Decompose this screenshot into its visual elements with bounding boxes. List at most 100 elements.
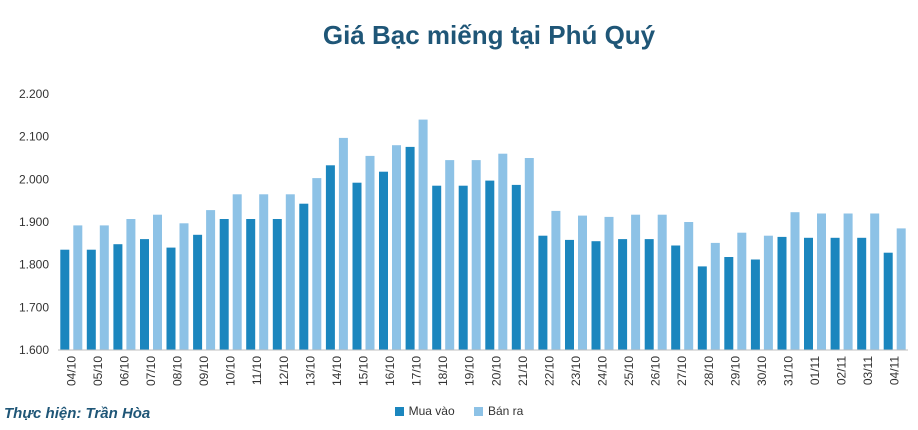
bar-ban-ra (206, 210, 216, 350)
x-tick-label: 18/10 (436, 356, 450, 386)
x-tick-label: 22/10 (542, 356, 556, 386)
x-tick-label: 31/10 (782, 356, 796, 386)
bar-mua-vao (458, 185, 468, 350)
x-tick-label: 04/10 (64, 356, 78, 386)
x-tick-label: 29/10 (728, 356, 742, 386)
x-tick-label: 20/10 (489, 356, 503, 386)
x-tick-label: 25/10 (622, 356, 636, 386)
legend-item-mua-vao: Mua vào (394, 404, 455, 418)
bar-mua-vao (511, 184, 521, 350)
bar-ban-ra (551, 210, 561, 350)
x-tick-label: 15/10 (357, 356, 371, 386)
bar-ban-ra (524, 158, 534, 350)
bar-mua-vao (246, 219, 256, 350)
y-axis-labels: 1.600 1.700 1.800 1.900 2.000 2.100 2.200 (19, 87, 49, 357)
bar-ban-ra (365, 155, 375, 350)
bar-mua-vao (591, 241, 601, 350)
bar-mua-vao (697, 266, 707, 350)
bar-mua-vao (60, 249, 70, 350)
legend-label-mua-vao: Mua vào (408, 404, 455, 418)
x-axis-labels: 04/10 05/10 06/10 07/10 08/10 09/10 10/10 11/10… (64, 356, 901, 386)
bar-ban-ra (471, 160, 481, 350)
x-tick-label: 12/10 (277, 356, 291, 386)
bar-ban-ra (817, 213, 826, 350)
credit-text: Thực hiện: Trần Hòa (4, 405, 151, 422)
y-tick-label: 2.100 (19, 130, 49, 144)
x-tick-label: 08/10 (171, 356, 185, 386)
legend-swatch-mua-vao (394, 406, 404, 416)
chart-title: Giá Bạc miếng tại Phú Quý (322, 20, 656, 50)
bar-ban-ra (870, 213, 880, 350)
bar-mua-vao (644, 239, 654, 350)
bar-mua-vao (565, 239, 574, 350)
x-tick-label: 23/10 (569, 356, 583, 386)
bar-ban-ra (763, 235, 773, 350)
y-tick-label: 1.800 (19, 258, 49, 272)
x-tick-label: 09/10 (197, 356, 211, 386)
bar-ban-ra (392, 145, 401, 350)
x-tick-label: 27/10 (675, 356, 689, 386)
bar-mua-vao (857, 237, 867, 350)
bar-mua-vao (325, 165, 335, 350)
x-tick-label: 14/10 (330, 356, 344, 386)
bar-ban-ra (179, 223, 189, 350)
bar-mua-vao (538, 235, 548, 350)
x-tick-label: 28/10 (702, 356, 716, 386)
bar-ban-ra (578, 215, 587, 350)
bar-ban-ra (232, 194, 242, 350)
x-tick-label: 10/10 (224, 356, 238, 386)
x-tick-label: 13/10 (303, 356, 317, 386)
x-tick-label: 26/10 (649, 356, 663, 386)
x-tick-label: 04/11 (888, 356, 902, 385)
x-tick-label: 30/10 (755, 356, 769, 386)
bar-mua-vao (405, 146, 415, 350)
bar-mua-vao (883, 252, 893, 350)
x-tick-label: 19/10 (463, 356, 477, 386)
bar-ban-ra (790, 212, 800, 350)
bar-ban-ra (843, 213, 853, 350)
bar-mua-vao (272, 219, 282, 350)
legend-swatch-ban-ra (474, 406, 483, 416)
x-tick-label: 11/10 (250, 356, 264, 385)
y-tick-label: 2.000 (19, 172, 49, 186)
bar-mua-vao (113, 244, 123, 350)
bar-ban-ra (338, 137, 348, 350)
x-tick-label: 07/10 (144, 356, 158, 386)
bar-mua-vao (804, 237, 813, 350)
legend-item-ban-ra: Bán ra (474, 404, 523, 418)
bar-mua-vao (193, 234, 203, 350)
bar-mua-vao (166, 247, 176, 350)
bar-mua-vao (86, 249, 96, 350)
bars (60, 119, 906, 350)
bar-mua-vao (379, 171, 388, 350)
bar-mua-vao (352, 182, 362, 350)
legend: Mua vào Bán ra (0, 404, 918, 419)
bar-ban-ra (285, 194, 295, 350)
bar-ban-ra (99, 225, 109, 350)
x-tick-label: 01/11 (808, 356, 822, 385)
x-tick-label: 17/10 (410, 356, 424, 386)
bar-ban-ra (259, 194, 269, 350)
bar-ban-ra (153, 214, 162, 350)
bar-mua-vao (671, 245, 681, 350)
y-tick-label: 1.600 (19, 343, 49, 357)
bar-ban-ra (312, 178, 322, 350)
bar-mua-vao (485, 180, 495, 350)
bar-mua-vao (724, 257, 734, 350)
x-tick-label: 16/10 (383, 356, 397, 386)
bar-ban-ra (737, 232, 747, 350)
bar-ban-ra (418, 119, 428, 350)
bar-ban-ra (604, 216, 614, 350)
bar-ban-ra (631, 214, 641, 350)
x-tick-label: 06/10 (117, 356, 131, 386)
bar-ban-ra (896, 228, 906, 350)
x-tick-label: 21/10 (516, 356, 530, 386)
bar-mua-vao (432, 185, 442, 350)
bar-mua-vao (750, 259, 760, 350)
bar-ban-ra (684, 222, 694, 350)
bar-ban-ra (657, 214, 667, 350)
y-tick-label: 1.900 (19, 215, 49, 229)
bar-ban-ra (126, 219, 136, 350)
y-tick-label: 1.700 (19, 300, 49, 314)
x-tick-label: 05/10 (91, 356, 105, 386)
